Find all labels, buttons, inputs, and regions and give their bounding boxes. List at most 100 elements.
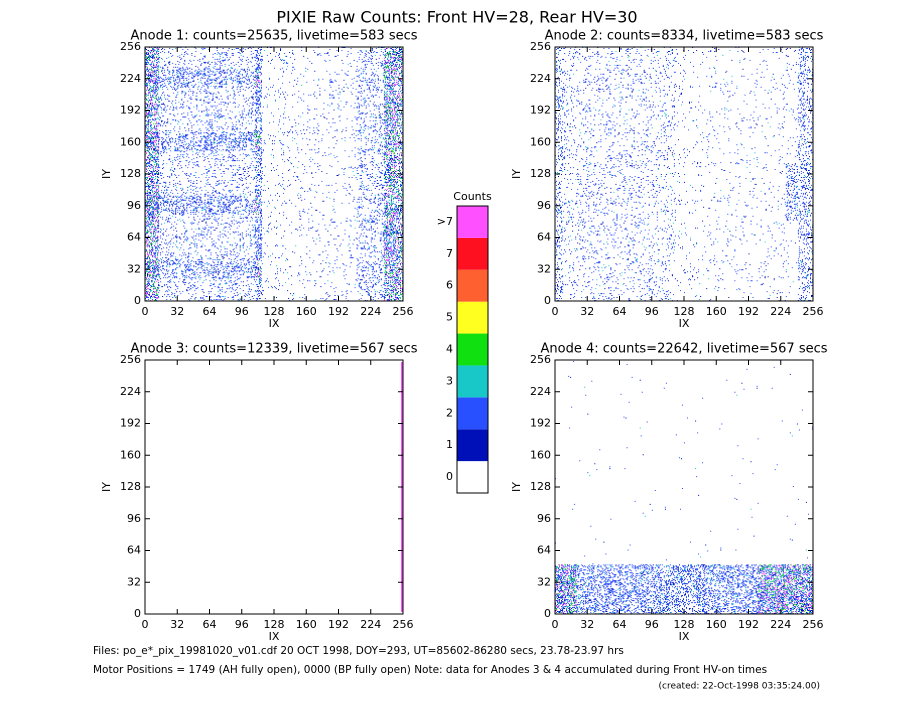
colorbar-swatch bbox=[457, 461, 488, 493]
x-axis-label: IX bbox=[269, 630, 280, 643]
y-tick-label: 256 bbox=[120, 40, 141, 53]
x-tick-label: 224 bbox=[360, 618, 381, 631]
y-tick-label: 0 bbox=[544, 294, 551, 307]
x-tick-label: 160 bbox=[296, 618, 317, 631]
colorbar-frame bbox=[456, 205, 489, 494]
x-tick-label: 192 bbox=[328, 305, 349, 318]
colorbar-swatch bbox=[457, 237, 488, 270]
x-tick-label: 256 bbox=[393, 305, 414, 318]
panel-title: Anode 4: counts=22642, livetime=567 secs bbox=[540, 342, 827, 357]
panel-title: Anode 1: counts=25635, livetime=583 secs bbox=[130, 29, 417, 44]
x-tick-label: 256 bbox=[803, 618, 824, 631]
colorbar-title: Counts bbox=[453, 190, 492, 203]
x-tick-label: 160 bbox=[706, 618, 727, 631]
x-tick-label: 96 bbox=[235, 618, 249, 631]
y-axis-label: IY bbox=[100, 169, 113, 179]
plot-frame bbox=[144, 359, 404, 615]
y-tick-label: 192 bbox=[530, 104, 551, 117]
x-tick-label: 128 bbox=[674, 618, 695, 631]
footer-motor: Motor Positions = 1749 (AH fully open), … bbox=[93, 664, 767, 676]
x-tick-label: 256 bbox=[393, 618, 414, 631]
colorbar-swatch bbox=[457, 269, 488, 302]
x-tick-label: 192 bbox=[328, 618, 349, 631]
x-tick-label: 0 bbox=[552, 305, 559, 318]
colorbar-label: 3 bbox=[446, 374, 453, 387]
pixel-texture bbox=[145, 47, 404, 301]
colorbar-label: >7 bbox=[437, 215, 453, 228]
y-tick-label: 96 bbox=[127, 199, 141, 212]
colorbar-swatch bbox=[457, 206, 488, 238]
y-tick-label: 32 bbox=[127, 262, 141, 275]
x-tick-label: 32 bbox=[580, 618, 594, 631]
x-axis-label: IX bbox=[679, 630, 690, 643]
x-tick-label: 0 bbox=[142, 305, 149, 318]
colorbar-label: 2 bbox=[446, 406, 453, 419]
y-tick-label: 192 bbox=[530, 417, 551, 430]
y-tick-label: 128 bbox=[120, 167, 141, 180]
y-tick-label: 96 bbox=[537, 512, 551, 525]
x-tick-label: 128 bbox=[674, 305, 695, 318]
x-tick-label: 160 bbox=[706, 305, 727, 318]
x-tick-label: 64 bbox=[203, 618, 217, 631]
y-tick-label: 160 bbox=[530, 135, 551, 148]
y-tick-label: 128 bbox=[530, 480, 551, 493]
x-tick-label: 32 bbox=[170, 305, 184, 318]
x-tick-label: 192 bbox=[738, 305, 759, 318]
heatmap-panel: Anode 1: counts=25635, livetime=583 secs… bbox=[100, 29, 418, 331]
x-tick-label: 192 bbox=[738, 618, 759, 631]
heatmap-panel: Anode 4: counts=22642, livetime=567 secs… bbox=[510, 342, 828, 644]
panel-title: Anode 3: counts=12339, livetime=567 secs bbox=[130, 342, 417, 357]
colorbar-swatch bbox=[457, 365, 488, 398]
y-tick-label: 96 bbox=[537, 199, 551, 212]
heatmap-panel: Anode 3: counts=12339, livetime=567 secs… bbox=[100, 342, 418, 644]
x-tick-label: 224 bbox=[770, 305, 791, 318]
y-tick-label: 224 bbox=[120, 72, 141, 85]
y-tick-label: 160 bbox=[120, 448, 141, 461]
x-tick-label: 64 bbox=[203, 305, 217, 318]
y-tick-label: 256 bbox=[530, 353, 551, 366]
colorbar-label: 4 bbox=[446, 343, 453, 356]
colorbar-swatch bbox=[457, 429, 488, 462]
x-axis-label: IX bbox=[679, 317, 690, 330]
pixel-texture bbox=[555, 47, 814, 301]
main-title: PIXIE Raw Counts: Front HV=28, Rear HV=3… bbox=[276, 8, 637, 27]
y-tick-label: 96 bbox=[127, 512, 141, 525]
y-tick-label: 32 bbox=[127, 575, 141, 588]
y-tick-label: 64 bbox=[537, 544, 551, 557]
y-tick-label: 224 bbox=[120, 385, 141, 398]
y-tick-label: 64 bbox=[537, 231, 551, 244]
y-tick-label: 128 bbox=[120, 480, 141, 493]
x-tick-label: 32 bbox=[170, 618, 184, 631]
x-tick-label: 0 bbox=[552, 618, 559, 631]
y-tick-label: 64 bbox=[127, 231, 141, 244]
x-tick-label: 128 bbox=[264, 618, 285, 631]
x-tick-label: 32 bbox=[580, 305, 594, 318]
y-tick-label: 224 bbox=[530, 385, 551, 398]
y-axis-label: IY bbox=[510, 169, 523, 179]
y-axis-label: IY bbox=[100, 482, 113, 492]
y-tick-label: 0 bbox=[134, 607, 141, 620]
y-tick-label: 224 bbox=[530, 72, 551, 85]
colorbar-swatch bbox=[457, 397, 488, 430]
x-tick-label: 160 bbox=[296, 305, 317, 318]
y-tick-label: 64 bbox=[127, 544, 141, 557]
y-tick-label: 0 bbox=[134, 294, 141, 307]
y-tick-label: 160 bbox=[530, 448, 551, 461]
x-tick-label: 64 bbox=[613, 305, 627, 318]
x-tick-label: 256 bbox=[803, 305, 824, 318]
y-tick-label: 32 bbox=[537, 575, 551, 588]
x-tick-label: 96 bbox=[645, 305, 659, 318]
y-tick-label: 128 bbox=[530, 167, 551, 180]
pixel-texture bbox=[555, 47, 814, 301]
panel-title: Anode 2: counts=8334, livetime=583 secs bbox=[545, 29, 824, 44]
x-tick-label: 64 bbox=[613, 618, 627, 631]
y-tick-label: 32 bbox=[537, 262, 551, 275]
colorbar-swatch bbox=[457, 301, 488, 334]
x-tick-label: 96 bbox=[235, 305, 249, 318]
x-axis-label: IX bbox=[269, 317, 280, 330]
y-tick-label: 256 bbox=[120, 353, 141, 366]
y-axis-label: IY bbox=[510, 482, 523, 492]
colorbar-label: 6 bbox=[446, 279, 453, 292]
y-tick-label: 256 bbox=[530, 40, 551, 53]
